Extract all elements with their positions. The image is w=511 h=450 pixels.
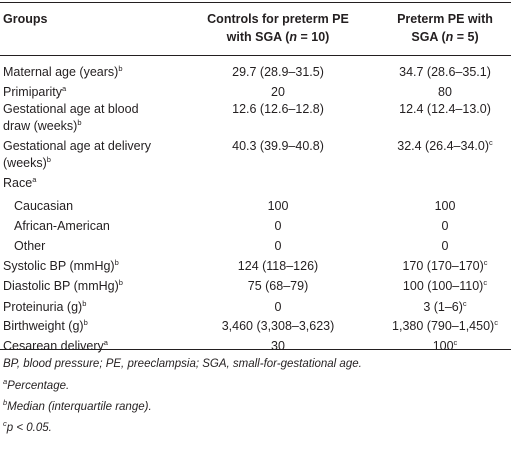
- preterm-value-text: 80: [438, 85, 452, 99]
- row-label-text: Gestational age at delivery: [3, 139, 152, 153]
- bottom-rule: [0, 349, 511, 350]
- footnote-marker: b: [118, 64, 123, 73]
- preterm-value: 1,380 (790–1,450)c: [378, 318, 511, 335]
- row-label-text-2: draw (weeks): [3, 119, 78, 133]
- preterm-value: 100: [378, 198, 511, 215]
- footnote-a: aPercentage.: [3, 377, 70, 392]
- controls-value: 30: [271, 339, 285, 353]
- footnote-c: cp < 0.05.: [3, 419, 52, 434]
- controls-value: 40.3 (39.9–40.8): [232, 139, 324, 153]
- preterm-value-text: 0: [441, 239, 449, 253]
- footnote-marker: b: [114, 258, 119, 267]
- controls-value: 0: [274, 300, 282, 314]
- row-label: Systolic BP (mmHg)b: [3, 258, 119, 275]
- significance-marker: c: [483, 258, 488, 267]
- controls-value: 75 (68–79): [247, 279, 309, 293]
- preterm-value: 100 (100–110)c: [378, 278, 511, 295]
- significance-marker: c: [494, 318, 498, 327]
- preterm-value: 32.4 (26.4–34.0)c: [378, 138, 511, 155]
- footnote-b: bMedian (interquartile range).: [3, 398, 152, 413]
- row-label: Caucasian: [14, 198, 73, 215]
- row-label: Proteinuria (g)b: [3, 299, 86, 316]
- row-label-text: African-American: [14, 219, 110, 233]
- footnote-marker: a: [32, 175, 37, 184]
- row-label: Birthweight (g)b: [3, 318, 88, 335]
- row-label: Primiparitya: [3, 84, 66, 101]
- preterm-value-text: 100 (100–110): [402, 279, 484, 293]
- preterm-value: 0: [378, 218, 511, 235]
- row-label-text: Caucasian: [14, 199, 74, 213]
- footnote-marker: b: [77, 118, 82, 127]
- significance-marker: c: [483, 278, 488, 287]
- significance-marker: c: [462, 299, 467, 308]
- controls-value: 12.6 (12.6–12.8): [232, 102, 324, 116]
- preterm-value-text: 100: [432, 339, 454, 353]
- preterm-value-text: 0: [441, 219, 449, 233]
- row-label: Gestational age at blood draw (weeks)b: [3, 101, 139, 135]
- row-label-text: Maternal age (years): [3, 65, 119, 79]
- row-label-text: Other: [14, 239, 46, 253]
- footnote-marker: b: [46, 155, 51, 164]
- row-label: African-American: [14, 218, 110, 235]
- preterm-value-text: 12.4 (12.4–13.0): [399, 102, 491, 116]
- row-label: Gestational age at delivery (weeks)b: [3, 138, 151, 172]
- controls-value: 0: [274, 219, 282, 233]
- footnote-marker: b: [83, 318, 88, 327]
- preterm-value: 34.7 (28.6–35.1): [378, 64, 511, 81]
- row-label-text: Cesarean delivery: [3, 339, 104, 353]
- preterm-value: 170 (170–170)c: [378, 258, 511, 275]
- preterm-value: 0: [378, 238, 511, 255]
- row-label-text: Gestational age at blood: [3, 102, 139, 116]
- row-label-text: Diastolic BP (mmHg): [3, 279, 119, 293]
- row-label-text: Race: [3, 176, 33, 190]
- top-rule: [0, 2, 511, 4]
- row-label-text-2: (weeks): [3, 156, 47, 170]
- preterm-value-text: 170 (170–170): [402, 259, 484, 273]
- preterm-value: 100c: [378, 338, 511, 355]
- header-rule: [0, 55, 511, 56]
- row-label-text: Systolic BP (mmHg): [3, 259, 115, 273]
- row-label: Maternal age (years)b: [3, 64, 123, 81]
- controls-value: 100: [267, 199, 289, 213]
- significance-marker: c: [453, 338, 458, 347]
- preterm-value: 80: [378, 84, 511, 101]
- preterm-value-text: 34.7 (28.6–35.1): [399, 65, 491, 79]
- footnote-marker: b: [82, 299, 87, 308]
- controls-value: 20: [271, 85, 285, 99]
- preterm-value-text: 1,380 (790–1,450): [392, 319, 495, 333]
- row-label-text: Primiparity: [3, 85, 63, 99]
- controls-value: 3,460 (3,308–3,623): [221, 319, 335, 333]
- row-label-text: Birthweight (g): [3, 319, 84, 333]
- significance-marker: c: [489, 138, 493, 147]
- row-label: Diastolic BP (mmHg)b: [3, 278, 123, 295]
- preterm-value-text: 3 (1–6): [423, 300, 463, 314]
- header-preterm-pe: Preterm PE with SGA (n = 5): [397, 12, 493, 44]
- preterm-value: 3 (1–6)c: [378, 299, 511, 316]
- preterm-value-text: 32.4 (26.4–34.0): [397, 139, 489, 153]
- footnote-marker: a: [62, 84, 67, 93]
- row-label: Racea: [3, 175, 36, 192]
- preterm-value: 12.4 (12.4–13.0): [378, 101, 511, 118]
- controls-value: 0: [274, 239, 282, 253]
- footnote-abbreviations: BP, blood pressure; PE, preeclampsia; SG…: [3, 358, 362, 370]
- row-label: Cesarean deliverya: [3, 338, 108, 355]
- header-groups: Groups: [3, 12, 48, 26]
- footnote-marker: b: [118, 278, 123, 287]
- header-controls: Controls for preterm PE with SGA (n = 10…: [207, 12, 349, 44]
- row-label: Other: [14, 238, 45, 255]
- preterm-value-text: 100: [434, 199, 456, 213]
- row-label-text: Proteinuria (g): [3, 300, 83, 314]
- controls-value: 29.7 (28.9–31.5): [232, 65, 324, 79]
- footnote-marker: a: [103, 338, 108, 347]
- controls-value: 124 (118–126): [237, 259, 319, 273]
